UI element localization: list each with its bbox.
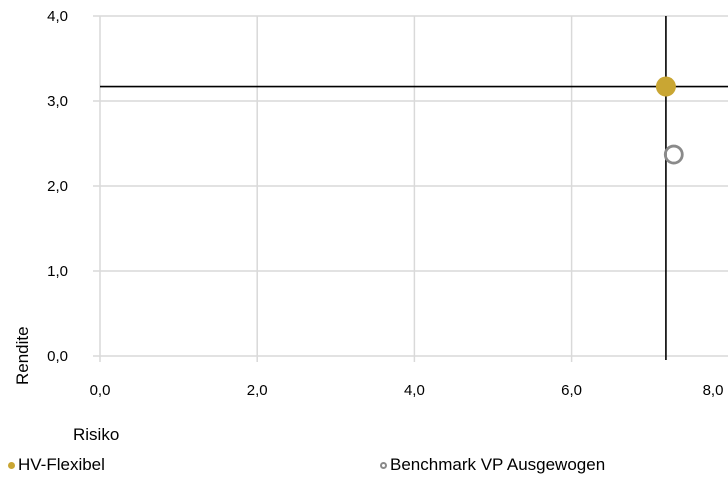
x-tick-label: 4,0 bbox=[404, 382, 425, 399]
x-tick-labels: 0,0 2,0 4,0 6,0 8,0 bbox=[90, 382, 724, 399]
legend-item-benchmark: Benchmark VP Ausgewogen bbox=[380, 455, 605, 475]
x-tick-label: 0,0 bbox=[90, 382, 111, 399]
y-tick-label: 3,0 bbox=[47, 93, 68, 110]
data-points bbox=[655, 76, 684, 165]
axes bbox=[99, 16, 728, 357]
x-tick-label: 8,0 bbox=[703, 382, 724, 399]
legend-marker-hollow-icon bbox=[380, 461, 387, 469]
y-tick-label: 4,0 bbox=[47, 8, 68, 25]
crosshair-lines bbox=[100, 16, 728, 360]
legend-label: Benchmark VP Ausgewogen bbox=[390, 455, 606, 474]
y-tick-label: 0,0 bbox=[47, 348, 68, 365]
legend-item-hv-flexibel: HV-Flexibel bbox=[8, 455, 105, 475]
point-hv-flexibel bbox=[655, 76, 676, 97]
y-tick-label: 1,0 bbox=[47, 263, 68, 280]
y-tick-labels: 0,0 1,0 2,0 3,0 4,0 bbox=[47, 8, 68, 365]
x-tick-label: 2,0 bbox=[247, 382, 268, 399]
point-benchmark bbox=[663, 144, 684, 165]
x-axis-title: Risiko bbox=[73, 425, 119, 444]
x-tick-label: 6,0 bbox=[561, 382, 582, 399]
y-tick-label: 2,0 bbox=[47, 178, 68, 195]
y-axis-title: Rendite bbox=[13, 326, 32, 385]
grid-lines bbox=[93, 15, 728, 362]
legend-marker-filled-icon bbox=[8, 461, 15, 469]
legend-label: HV-Flexibel bbox=[18, 455, 105, 474]
